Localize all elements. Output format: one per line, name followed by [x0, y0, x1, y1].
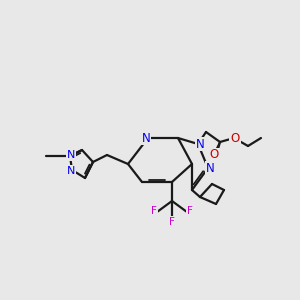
Text: O: O: [230, 133, 240, 146]
Text: N: N: [196, 137, 204, 151]
Text: O: O: [209, 148, 219, 161]
Text: F: F: [169, 217, 175, 227]
Text: N: N: [206, 161, 214, 175]
Text: F: F: [187, 206, 193, 216]
Text: N: N: [67, 166, 75, 176]
Text: F: F: [151, 206, 157, 216]
Text: N: N: [142, 131, 150, 145]
Text: N: N: [67, 150, 75, 160]
